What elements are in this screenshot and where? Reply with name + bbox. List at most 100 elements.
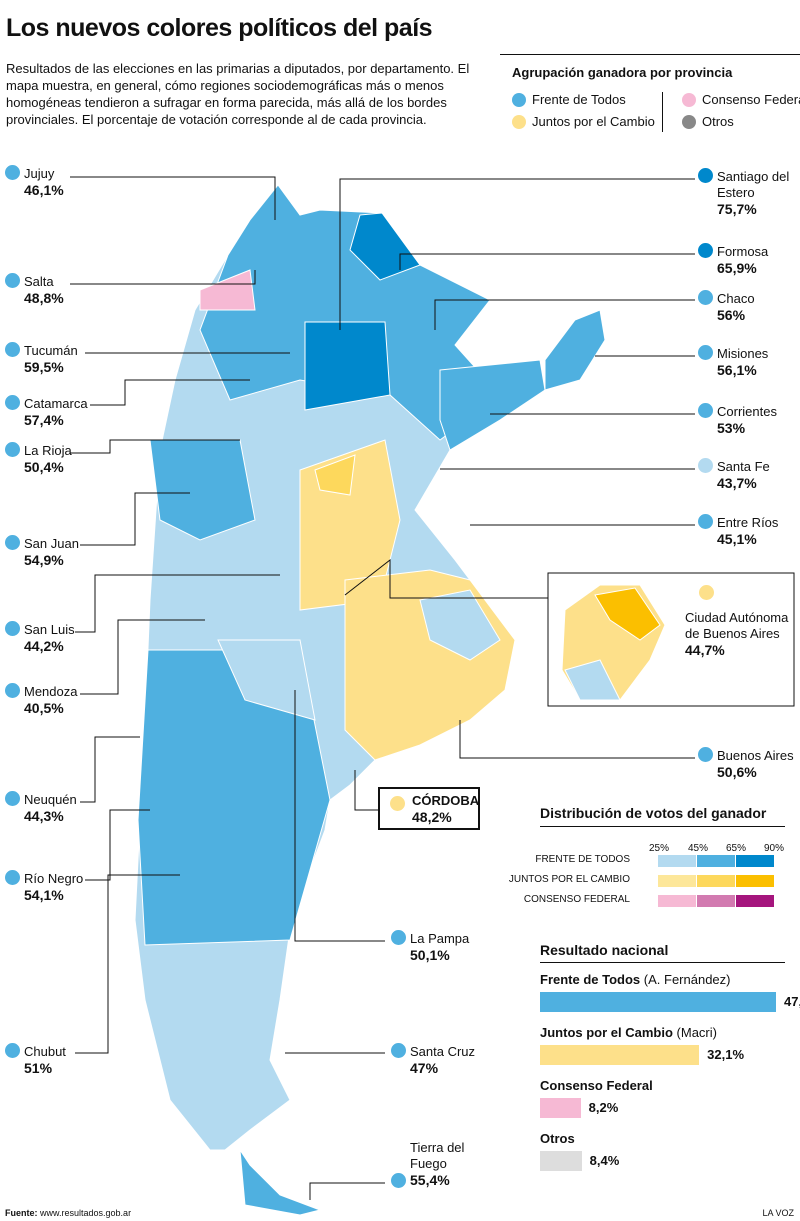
label-santafe: Santa Fe 43,7% — [698, 458, 770, 492]
label-entrerios: Entre Ríos 45,1% — [698, 514, 778, 548]
map-tdf — [239, 1149, 322, 1216]
source-link: www.resultados.gob.ar — [40, 1208, 132, 1218]
dot-icon — [698, 345, 713, 360]
dot-icon — [698, 243, 713, 258]
label-corrientes: Corrientes 53% — [698, 403, 777, 437]
distribution-segment — [736, 855, 774, 867]
distribution-segment — [736, 875, 774, 887]
bar — [540, 992, 776, 1012]
bar-label: Otros — [540, 1131, 575, 1146]
dot-icon — [5, 791, 20, 806]
gray-dot-icon — [682, 114, 696, 129]
dot-icon — [5, 442, 20, 457]
label-tdf: Tierra del Fuego 55,4% — [391, 1140, 490, 1189]
caba-inset-dark — [594, 587, 661, 641]
caba-inset-blue — [564, 659, 621, 701]
legend-item-juntos: Juntos por el Cambio — [512, 114, 655, 129]
scale-tick: 90% — [764, 843, 785, 854]
map-misiones — [544, 309, 606, 391]
legend-label: Frente de Todos — [532, 92, 626, 107]
label-mendoza: Mendoza 40,5% — [5, 683, 77, 717]
distribution-row-label: CONSENSO FEDERAL — [523, 894, 630, 905]
national-title: Resultado nacional — [540, 942, 669, 958]
dot-icon — [698, 514, 713, 529]
candidate-name: (Macri) — [676, 1025, 717, 1040]
party-name: Otros — [540, 1131, 575, 1146]
distribution-segment — [697, 895, 735, 907]
distribution-title: Distribución de votos del ganador — [540, 805, 767, 821]
bar — [540, 1151, 582, 1171]
label-buenosaires: Buenos Aires 50,6% — [698, 747, 794, 781]
legend-label: Otros — [702, 114, 734, 129]
dot-icon — [5, 870, 20, 885]
dot-icon — [391, 1043, 406, 1058]
bar — [540, 1045, 700, 1065]
label-santiago: Santiago del Estero 75,7% — [698, 168, 800, 218]
intro-text: Resultados de las elecciones en las prim… — [6, 61, 470, 127]
label-sanjuan: San Juan 54,9% — [5, 535, 79, 569]
bar-value-label: 47,6% — [784, 994, 800, 1009]
divider — [662, 92, 663, 132]
label-jujuy: Jujuy 46,1% — [5, 165, 64, 199]
label-santacruz: Santa Cruz 47% — [391, 1043, 475, 1077]
label-salta: Salta 48,8% — [5, 273, 64, 307]
map-northwest — [199, 184, 501, 441]
scale-tick: 65% — [726, 843, 747, 854]
brand: LA VOZ — [762, 1208, 794, 1218]
dot-icon — [699, 585, 714, 600]
dot-icon — [5, 273, 20, 288]
candidate-name: (A. Fernández) — [643, 972, 731, 987]
label-larioja: La Rioja 50,4% — [5, 442, 72, 476]
label-formosa: Formosa 65,9% — [698, 243, 768, 277]
label-chaco: Chaco 56% — [698, 290, 755, 324]
map-buenosaires-blue — [419, 589, 501, 661]
map-santiago — [304, 321, 391, 411]
legend-label: Consenso Federal — [702, 92, 800, 107]
legend-item-otros: Otros — [682, 114, 734, 129]
scale-tick: 45% — [688, 843, 709, 854]
bar-value-label: 8,4% — [589, 1153, 620, 1168]
label-sanluis: San Luis 44,2% — [5, 621, 75, 655]
dot-icon — [698, 458, 713, 473]
leader-lines — [70, 176, 695, 1200]
map-corrientes — [439, 359, 546, 451]
distribution-segment — [658, 855, 696, 867]
page-title: Los nuevos colores políticos del país — [6, 14, 433, 42]
label-chubut: Chubut 51% — [5, 1043, 66, 1077]
map-cordoba-north — [314, 454, 356, 496]
yellow-dot-icon — [512, 114, 526, 129]
dot-icon — [5, 165, 20, 180]
dot-icon — [698, 403, 713, 418]
dot-icon — [390, 796, 405, 811]
dot-icon — [391, 930, 406, 945]
divider — [500, 54, 800, 55]
bar-value-label: 32,1% — [707, 1047, 745, 1062]
distribution-row-label: JUNTOS POR EL CAMBIO — [508, 874, 630, 885]
bar-label: Consenso Federal — [540, 1078, 653, 1093]
label-neuquen: Neuquén 44,3% — [5, 791, 77, 825]
distribution-segment — [697, 855, 735, 867]
map-formosa — [349, 212, 421, 281]
dot-icon — [5, 395, 20, 410]
label-rionegro: Río Negro 54,1% — [5, 870, 83, 904]
legend-title: Agrupación ganadora por provincia — [512, 65, 733, 80]
distribution-segment — [658, 895, 696, 907]
bar-label: Frente de Todos (A. Fernández) — [540, 972, 730, 987]
map-salta-pink — [199, 269, 256, 311]
bar — [540, 1098, 581, 1118]
distribution-segment — [658, 875, 696, 887]
scale-tick: 25% — [649, 843, 670, 854]
dot-icon — [5, 535, 20, 550]
dot-icon — [5, 683, 20, 698]
party-name: Juntos por el Cambio — [540, 1025, 673, 1040]
label-cordoba: CÓRDOBA 48,2% — [378, 787, 480, 830]
dot-icon — [5, 1043, 20, 1058]
bar-value-label: 8,2% — [588, 1100, 619, 1115]
dot-icon — [5, 621, 20, 636]
map-patagonia-light — [217, 639, 316, 721]
legend-item-frente: Frente de Todos — [512, 92, 626, 107]
party-name: Consenso Federal — [540, 1078, 653, 1093]
legend-item-consenso: Consenso Federal — [682, 92, 800, 107]
label-misiones: Misiones 56,1% — [698, 345, 768, 379]
bar-label: Juntos por el Cambio (Macri) — [540, 1025, 717, 1040]
